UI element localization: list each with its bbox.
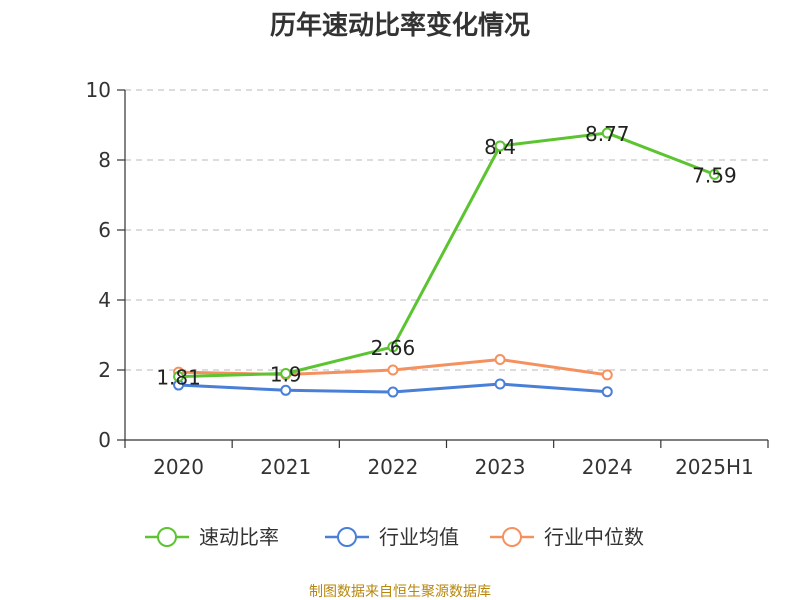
data-label: 8.77: [585, 122, 630, 146]
legend-label: 速动比率: [199, 525, 279, 549]
legend-marker: [157, 527, 177, 547]
y-tick-label: 4: [98, 288, 111, 312]
x-tick-label: 2020: [153, 455, 204, 479]
data-point: [601, 127, 613, 139]
data-point: [494, 378, 506, 390]
grid-lines: [125, 89, 768, 371]
data-point: [494, 140, 506, 152]
chart-title: 历年速动比率变化情况: [270, 10, 530, 41]
data-point: [387, 386, 399, 398]
data-label: 7.59: [692, 163, 737, 187]
y-tick-label: 10: [86, 78, 111, 102]
data-labels: 1.81 1.9 2.66 8.4 8.77 7.59: [156, 122, 736, 390]
data-label: 1.9: [270, 363, 302, 387]
legend-marker: [337, 527, 357, 547]
x-tick-label: 2021: [260, 455, 311, 479]
source-note: 制图数据来自恒生聚源数据库: [309, 584, 491, 600]
data-point: [601, 369, 613, 381]
y-tick-label: 0: [98, 428, 111, 452]
y-tick-label: 8: [98, 148, 111, 172]
series-line-0: [178, 131, 715, 379]
data-label: 8.4: [484, 135, 516, 159]
data-point: [387, 364, 399, 376]
y-tick-label: 6: [98, 218, 111, 242]
x-tick-label: 2024: [582, 455, 633, 479]
data-point: [387, 341, 399, 353]
data-point: [280, 384, 292, 396]
y-tick-label: 2: [98, 358, 111, 382]
x-tick-label: 2023: [475, 455, 526, 479]
series-group: [173, 127, 720, 398]
legend-item-1[interactable]: 行业均值: [325, 525, 459, 549]
legend-label: 行业均值: [379, 525, 459, 549]
axes: 0 2 4 6 8 10 2020 2021 2022 2023 2024 2025H1: [86, 78, 769, 479]
legend-label: 行业中位数: [544, 525, 644, 549]
data-point: [494, 354, 506, 365]
x-tick-label: 2025H1: [675, 455, 754, 479]
legend[interactable]: 速动比率 行业均值 行业中位数: [145, 525, 644, 549]
legend-item-2[interactable]: 行业中位数: [490, 525, 644, 549]
legend-marker: [502, 527, 522, 547]
data-label: 1.81: [156, 366, 201, 390]
data-point: [173, 371, 185, 383]
data-point: [280, 368, 292, 379]
x-tick-label: 2022: [367, 455, 418, 479]
data-point: [708, 168, 720, 180]
legend-item-0[interactable]: 速动比率: [145, 525, 279, 549]
data-label: 2.66: [371, 336, 416, 360]
data-point: [601, 386, 613, 398]
